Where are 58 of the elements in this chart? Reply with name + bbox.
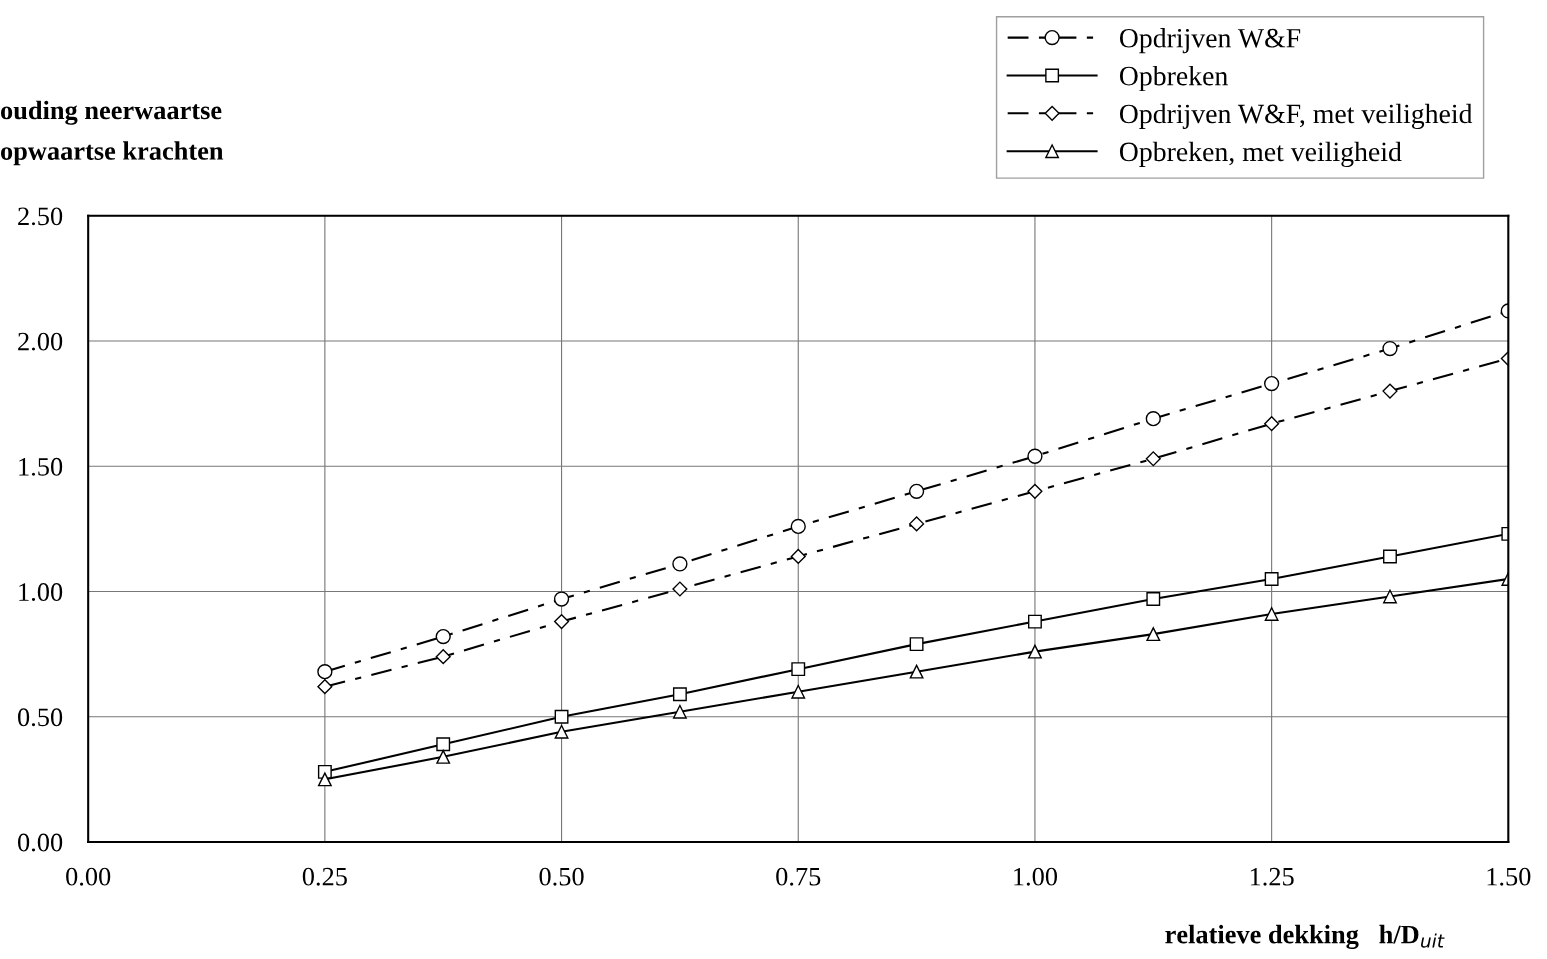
point [1027, 644, 1042, 659]
point [553, 613, 570, 630]
point [791, 662, 806, 677]
point [435, 649, 451, 665]
point [672, 556, 688, 572]
point [1264, 572, 1279, 586]
x-tick-label: 0.25 [302, 867, 347, 886]
point [1382, 383, 1398, 399]
point [1264, 607, 1279, 622]
point [672, 581, 688, 597]
point [317, 679, 333, 695]
y-tick-label: 1.00 [19, 583, 63, 602]
x-tick-label: 1.50 [1487, 867, 1531, 886]
legend-label: Opbreken [1119, 65, 1228, 92]
x-tick-label: 0.00 [66, 867, 111, 886]
point [1145, 411, 1161, 427]
point [791, 684, 806, 699]
point [908, 483, 925, 499]
point [554, 709, 569, 724]
point [1263, 375, 1280, 392]
y-tick-label: 0.50 [18, 708, 63, 727]
point [790, 548, 806, 565]
x-axis-title: relatieve dekking h/D$_{uit}$ [1165, 924, 1445, 950]
y-tick-label: 2.00 [18, 332, 63, 351]
point [672, 687, 687, 702]
y-tick-label: 1.50 [19, 457, 63, 476]
point [909, 516, 925, 532]
x-tick-label: 0.50 [539, 867, 584, 886]
y-tick-label: 0.00 [18, 833, 63, 852]
y-axis-title: ouding neerwaartse opwaartse krachten [1, 100, 224, 166]
y-tick-label: 2.50 [18, 207, 63, 226]
point [672, 704, 687, 719]
legend-label: Opdrijven W&F [1119, 28, 1301, 54]
point [1027, 448, 1043, 464]
point [554, 724, 569, 739]
point [1146, 592, 1161, 606]
point [435, 628, 451, 645]
point [317, 772, 332, 787]
point [1027, 614, 1042, 629]
point [1027, 483, 1043, 499]
x-tick-label: 1.00 [1014, 867, 1058, 886]
x-tick-label: 1.25 [1250, 867, 1294, 886]
x-tick-label: 0.75 [776, 867, 821, 886]
legend-label: Opbreken, met veiligheid [1119, 141, 1402, 167]
point [436, 737, 451, 752]
point [1383, 589, 1397, 604]
point [1264, 416, 1280, 432]
point [790, 518, 806, 535]
point [1383, 549, 1397, 564]
point [436, 749, 451, 764]
point [553, 591, 570, 607]
point [317, 664, 333, 680]
point [1145, 451, 1161, 467]
point [1382, 340, 1398, 357]
point [1146, 627, 1161, 642]
legend-label: Opdrijven W&F, met veiligheid [1119, 103, 1473, 130]
point [909, 637, 924, 652]
point [909, 664, 924, 679]
